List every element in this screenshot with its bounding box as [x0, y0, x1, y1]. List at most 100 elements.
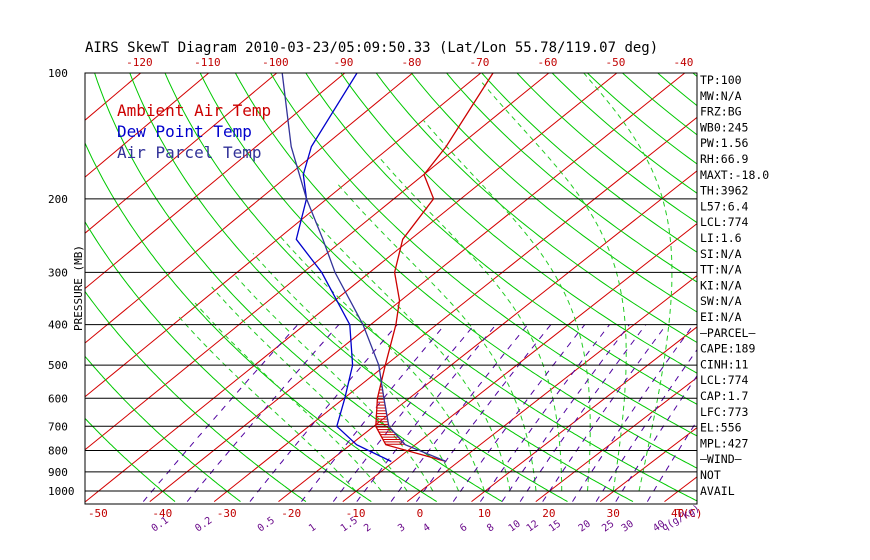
top-temp-tick-label: -80 — [401, 56, 421, 69]
dry-adiabat-line — [481, 73, 697, 253]
index-line: MW:N/A — [700, 89, 742, 103]
top-temp-tick-label: -40 — [673, 56, 693, 69]
moist-adiabat-line — [423, 120, 591, 492]
mixing-ratio-line — [595, 348, 697, 502]
index-line: NOT — [700, 468, 721, 482]
index-line: —PARCEL— — [700, 326, 755, 340]
index-line: CAP:1.7 — [700, 389, 749, 403]
isotherm-line — [85, 73, 346, 290]
index-line: LI:1.6 — [700, 231, 742, 245]
dry-adiabat-line — [808, 54, 870, 502]
isotherm-line — [85, 73, 618, 502]
temp-unit-label: T(C) — [676, 507, 703, 520]
plot-area — [0, 54, 870, 503]
top-temp-tick-label: -70 — [469, 56, 489, 69]
pressure-tick-label: 700 — [48, 420, 68, 433]
mixing-ratio-line — [390, 324, 528, 502]
ambient-air-temp-line — [375, 73, 494, 463]
mixing-ratio-label: 20 — [577, 519, 593, 535]
isotherm-line — [0, 54, 27, 502]
moist-adiabat-line — [337, 184, 537, 491]
mixing-ratio-line — [186, 324, 340, 502]
top-temp-tick-label: -50 — [605, 56, 625, 69]
dry-adiabat-line — [516, 73, 697, 224]
index-line: PW:1.56 — [700, 136, 749, 150]
mixing-ratio-label: 0.5 — [256, 515, 277, 534]
mixing-ratio-label: 2 — [362, 522, 373, 534]
legend-entry: Air Parcel Temp — [117, 143, 262, 162]
moist-adiabat-line — [279, 235, 485, 492]
top-temp-tick-label: -110 — [194, 56, 221, 69]
isotherm-line — [85, 73, 550, 451]
index-line: EI:N/A — [700, 310, 742, 324]
bottom-temp-tick-label: 0 — [417, 507, 424, 520]
mixing-ratio-line — [542, 324, 667, 502]
mixing-ratio-line — [142, 324, 299, 502]
dry-adiabat-line — [774, 54, 870, 502]
index-line: RH:66.9 — [700, 152, 749, 166]
dry-adiabat-line — [842, 54, 870, 502]
mixing-ratio-label: 0.2 — [193, 515, 214, 534]
isotherm-line — [149, 73, 686, 502]
moist-adiabat-line — [177, 314, 356, 492]
mixing-ratio-label: 4 — [421, 522, 432, 534]
pressure-tick-label: 1000 — [48, 485, 75, 498]
pressure-tick-label: 800 — [48, 444, 68, 457]
dry-adiabat-line — [305, 73, 697, 405]
pressure-tick-label: 100 — [48, 67, 68, 80]
air-parcel-temp-line — [281, 73, 447, 463]
index-line: MPL:427 — [700, 436, 749, 450]
isotherm-line — [278, 170, 697, 502]
isotherm-line — [664, 476, 697, 502]
mixing-ratio-line — [501, 324, 630, 502]
bottom-temp-tick-label: -20 — [281, 507, 301, 520]
bottom-temp-tick-label: 40 — [671, 507, 684, 520]
mixing-ratio-label: 1 — [307, 522, 318, 534]
index-line: EL:556 — [700, 421, 742, 435]
pressure-tick-label: 900 — [48, 466, 68, 479]
dry-adiabat-line — [739, 54, 870, 502]
index-line: SW:N/A — [700, 294, 742, 308]
bottom-temp-tick-label: 10 — [478, 507, 491, 520]
isotherm-line — [85, 73, 210, 178]
chart-title: AIRS SkewT Diagram 2010-03-23/05:09:50.3… — [85, 40, 658, 56]
index-line: SI:N/A — [700, 247, 742, 261]
mixing-ratio-label: 10 — [507, 519, 523, 535]
dry-adiabat-line — [340, 73, 697, 374]
index-line: TP:100 — [700, 73, 742, 87]
isotherm-line — [535, 376, 697, 502]
dew-point-temp-line — [295, 73, 392, 463]
mixing-ratio-label: 15 — [547, 519, 563, 535]
pressure-tick-label: 500 — [48, 359, 68, 372]
bottom-temp-tick-label: -30 — [217, 507, 237, 520]
isotherm-line — [213, 116, 697, 502]
mixing-ratio-label: 3 — [396, 522, 407, 534]
dry-adiabat-line — [375, 73, 697, 344]
mixing-ratio-line — [452, 324, 586, 502]
mixing-ratio-line — [479, 324, 610, 502]
bottom-temp-tick-label: 20 — [542, 507, 555, 520]
top-temp-tick-label: -60 — [537, 56, 557, 69]
index-line: TT:N/A — [700, 263, 742, 277]
mixing-ratio-line — [249, 324, 398, 502]
isotherm-line — [729, 54, 870, 502]
index-line: —WIND— — [700, 452, 742, 466]
mixing-ratio-line — [301, 324, 446, 502]
index-line: LFC:773 — [700, 405, 749, 419]
isotherm-line — [85, 73, 278, 234]
legend: Ambient Air Temp Dew Point Temp Air Parcel… — [117, 101, 271, 162]
moist-adiabat-line — [481, 81, 627, 492]
index-line: FRZ:BG — [700, 105, 742, 119]
isotherm-line — [342, 222, 697, 502]
dry-adiabat-line — [270, 73, 697, 437]
index-line: AVAIL — [700, 484, 735, 498]
pressure-tick-label: 200 — [48, 193, 68, 206]
mixing-ratio-line — [415, 324, 552, 502]
isotherm-line — [793, 54, 870, 502]
isotherm-line — [85, 73, 482, 398]
isotherm-line — [471, 326, 697, 502]
mixing-ratio-label: 6 — [458, 522, 469, 534]
bottom-temp-tick-label: 30 — [607, 507, 620, 520]
mixing-ratio-label: 25 — [600, 519, 616, 535]
